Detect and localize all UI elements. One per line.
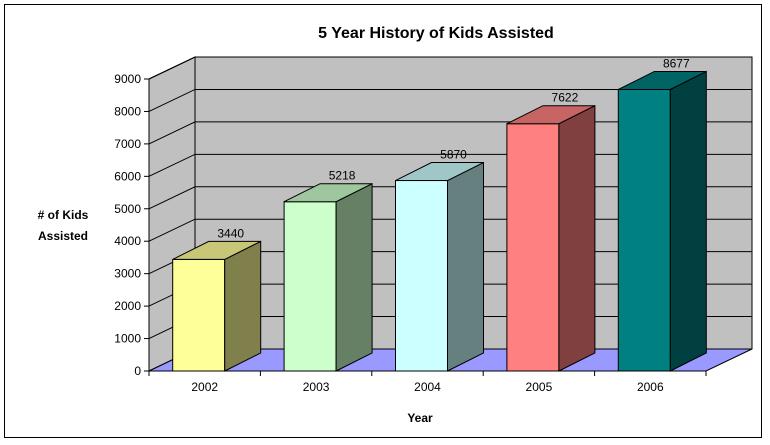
y-tick-label: 3000 <box>114 267 141 281</box>
y-tick-label: 6000 <box>114 169 141 183</box>
x-tick-label: 2006 <box>637 380 664 394</box>
data-label: 5870 <box>440 148 467 162</box>
x-tick-label: 2002 <box>191 380 218 394</box>
bar-front <box>395 180 448 372</box>
y-tick-label: 8000 <box>114 104 141 118</box>
bar-side <box>447 161 484 372</box>
y-tick-label: 0 <box>134 364 141 378</box>
bar-top <box>172 240 261 260</box>
bar-front <box>506 123 560 372</box>
x-tick-label: 2003 <box>303 380 330 394</box>
bar-top <box>618 70 707 90</box>
y-tick-label: 5000 <box>114 202 141 216</box>
y-tick-label: 1000 <box>114 332 141 346</box>
x-tick-label: 2004 <box>414 380 441 394</box>
bar-side <box>335 182 373 372</box>
data-label: 8677 <box>663 56 690 70</box>
bar-side <box>558 104 596 372</box>
bar-top <box>283 183 373 203</box>
bar-side <box>669 70 707 372</box>
bar-side <box>224 240 262 372</box>
chart-title: 5 Year History of Kids Assisted <box>318 25 554 42</box>
bar-2002 <box>172 240 262 372</box>
data-label: 3440 <box>217 226 244 240</box>
bar-top <box>506 105 596 125</box>
bar-front <box>617 88 671 372</box>
x-tick-label: 2005 <box>526 380 553 394</box>
bar-front <box>283 201 337 372</box>
x-axis-title: Year <box>407 411 433 425</box>
y-axis-title-line-1: # of Kids <box>38 208 89 222</box>
data-label: 7622 <box>552 91 579 105</box>
gridline <box>148 88 752 112</box>
y-tick-label: 7000 <box>114 137 141 151</box>
y-tick-label: 4000 <box>114 234 141 248</box>
data-label: 5218 <box>329 169 356 183</box>
bars <box>172 70 707 372</box>
bar-2004 <box>395 161 484 372</box>
y-axis-title-line-2: Assisted <box>38 229 88 243</box>
bar-2005 <box>506 104 596 372</box>
y-tick-label: 9000 <box>114 72 141 86</box>
bar-2003 <box>283 182 373 372</box>
axes <box>144 78 707 376</box>
bar-front <box>172 258 226 372</box>
bar-2006 <box>617 70 707 372</box>
bar-top <box>395 162 484 182</box>
gridline <box>148 56 752 80</box>
y-tick-label: 2000 <box>114 299 141 313</box>
labels: 0 1000 2000 3000 4000 5000 6000 7000 8000 9000 344… <box>114 56 690 394</box>
